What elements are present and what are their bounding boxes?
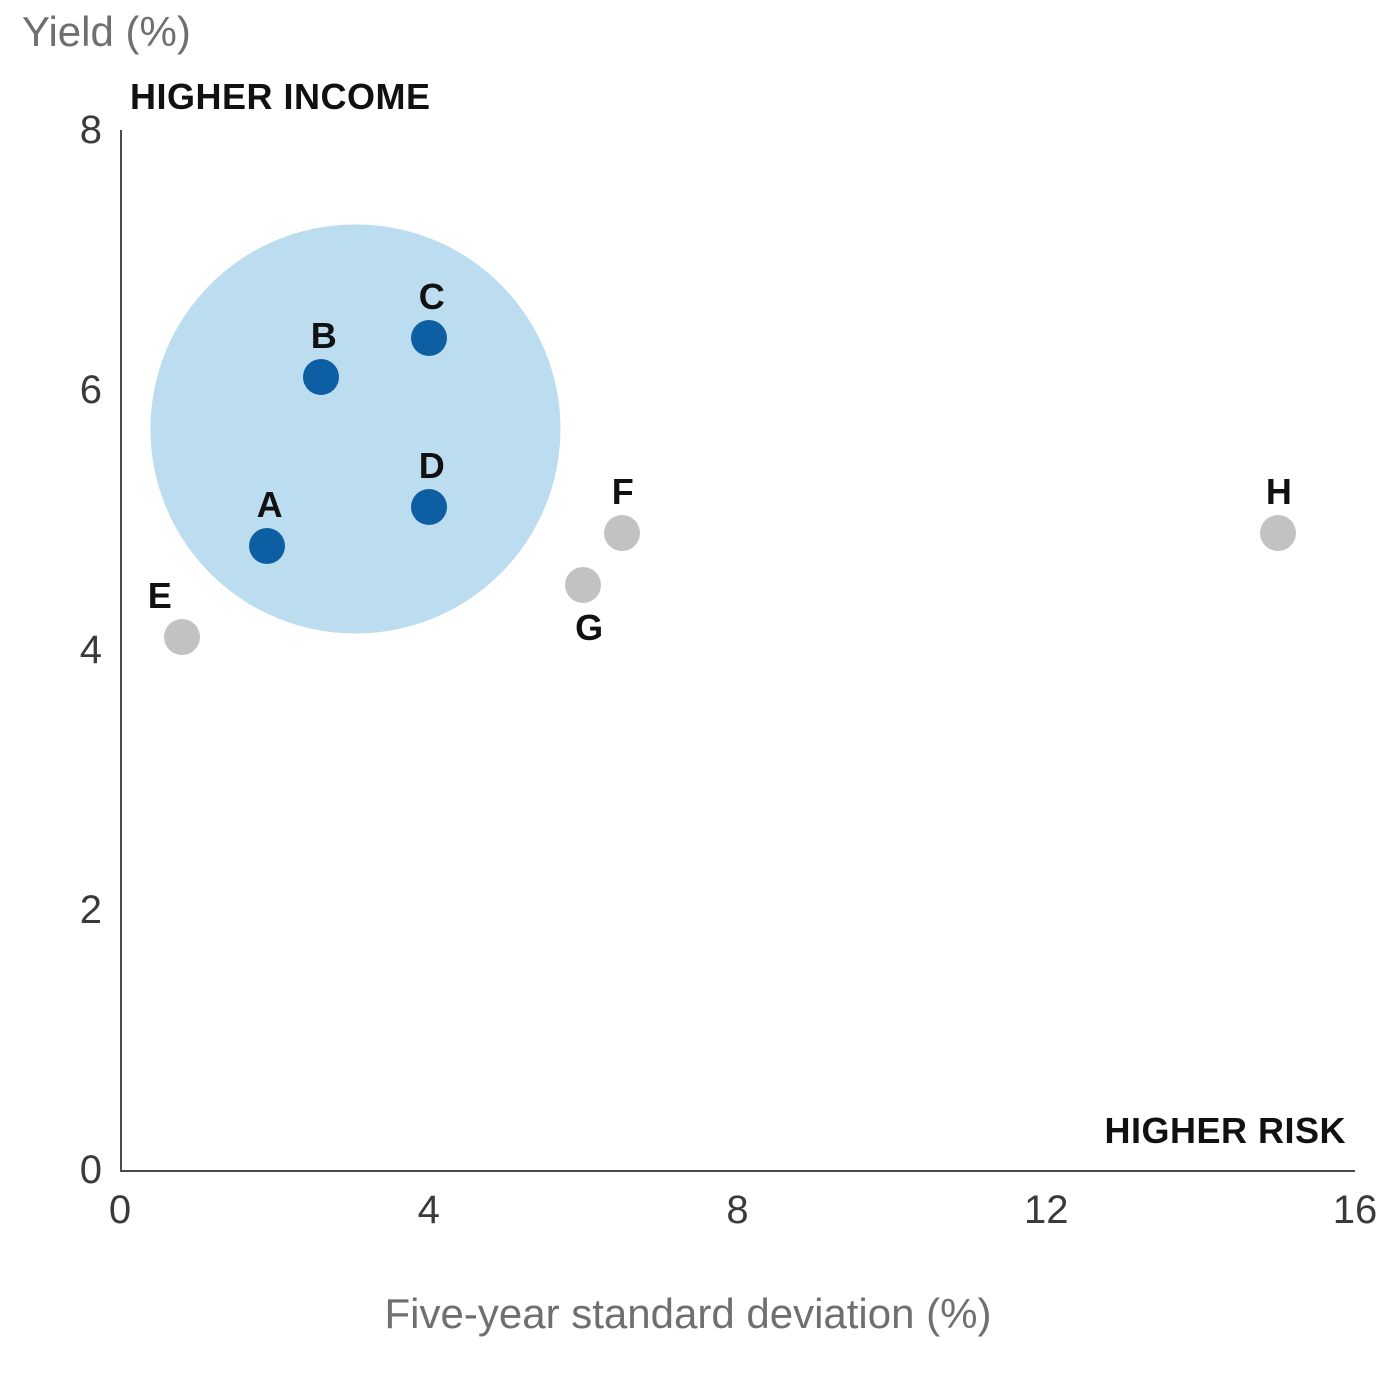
x-tick: 0 <box>90 1188 150 1233</box>
point-label-b: B <box>311 315 337 357</box>
point-e <box>164 619 200 655</box>
y-tick: 4 <box>80 628 102 673</box>
higher-income-annotation: HIGHER INCOME <box>130 76 431 118</box>
y-tick: 6 <box>80 368 102 413</box>
y-tick: 2 <box>80 888 102 933</box>
point-label-d: D <box>419 445 445 487</box>
y-tick: 0 <box>80 1148 102 1193</box>
x-axis-line <box>120 1170 1355 1172</box>
point-label-c: C <box>419 276 445 318</box>
x-tick: 4 <box>399 1188 459 1233</box>
y-tick: 8 <box>80 108 102 153</box>
point-label-a: A <box>257 484 283 526</box>
scatter-chart: Yield (%) HIGHER INCOME A B C D E F G H HIGHER … <box>0 0 1376 1376</box>
x-tick: 8 <box>708 1188 768 1233</box>
x-tick: 16 <box>1325 1188 1376 1233</box>
point-h <box>1260 515 1296 551</box>
y-axis-line <box>120 130 122 1170</box>
point-d <box>411 489 447 525</box>
point-c <box>411 320 447 356</box>
x-tick: 12 <box>1016 1188 1076 1233</box>
higher-risk-annotation: HIGHER RISK <box>1104 1110 1346 1152</box>
highlight-region <box>151 224 560 633</box>
x-axis-title: Five-year standard deviation (%) <box>0 1290 1376 1338</box>
point-label-e: E <box>148 575 172 617</box>
point-f <box>604 515 640 551</box>
point-b <box>303 359 339 395</box>
point-label-h: H <box>1266 471 1292 513</box>
y-axis-title: Yield (%) <box>22 8 191 56</box>
point-label-f: F <box>612 471 634 513</box>
point-g <box>565 567 601 603</box>
point-a <box>249 528 285 564</box>
point-label-g: G <box>575 607 603 649</box>
